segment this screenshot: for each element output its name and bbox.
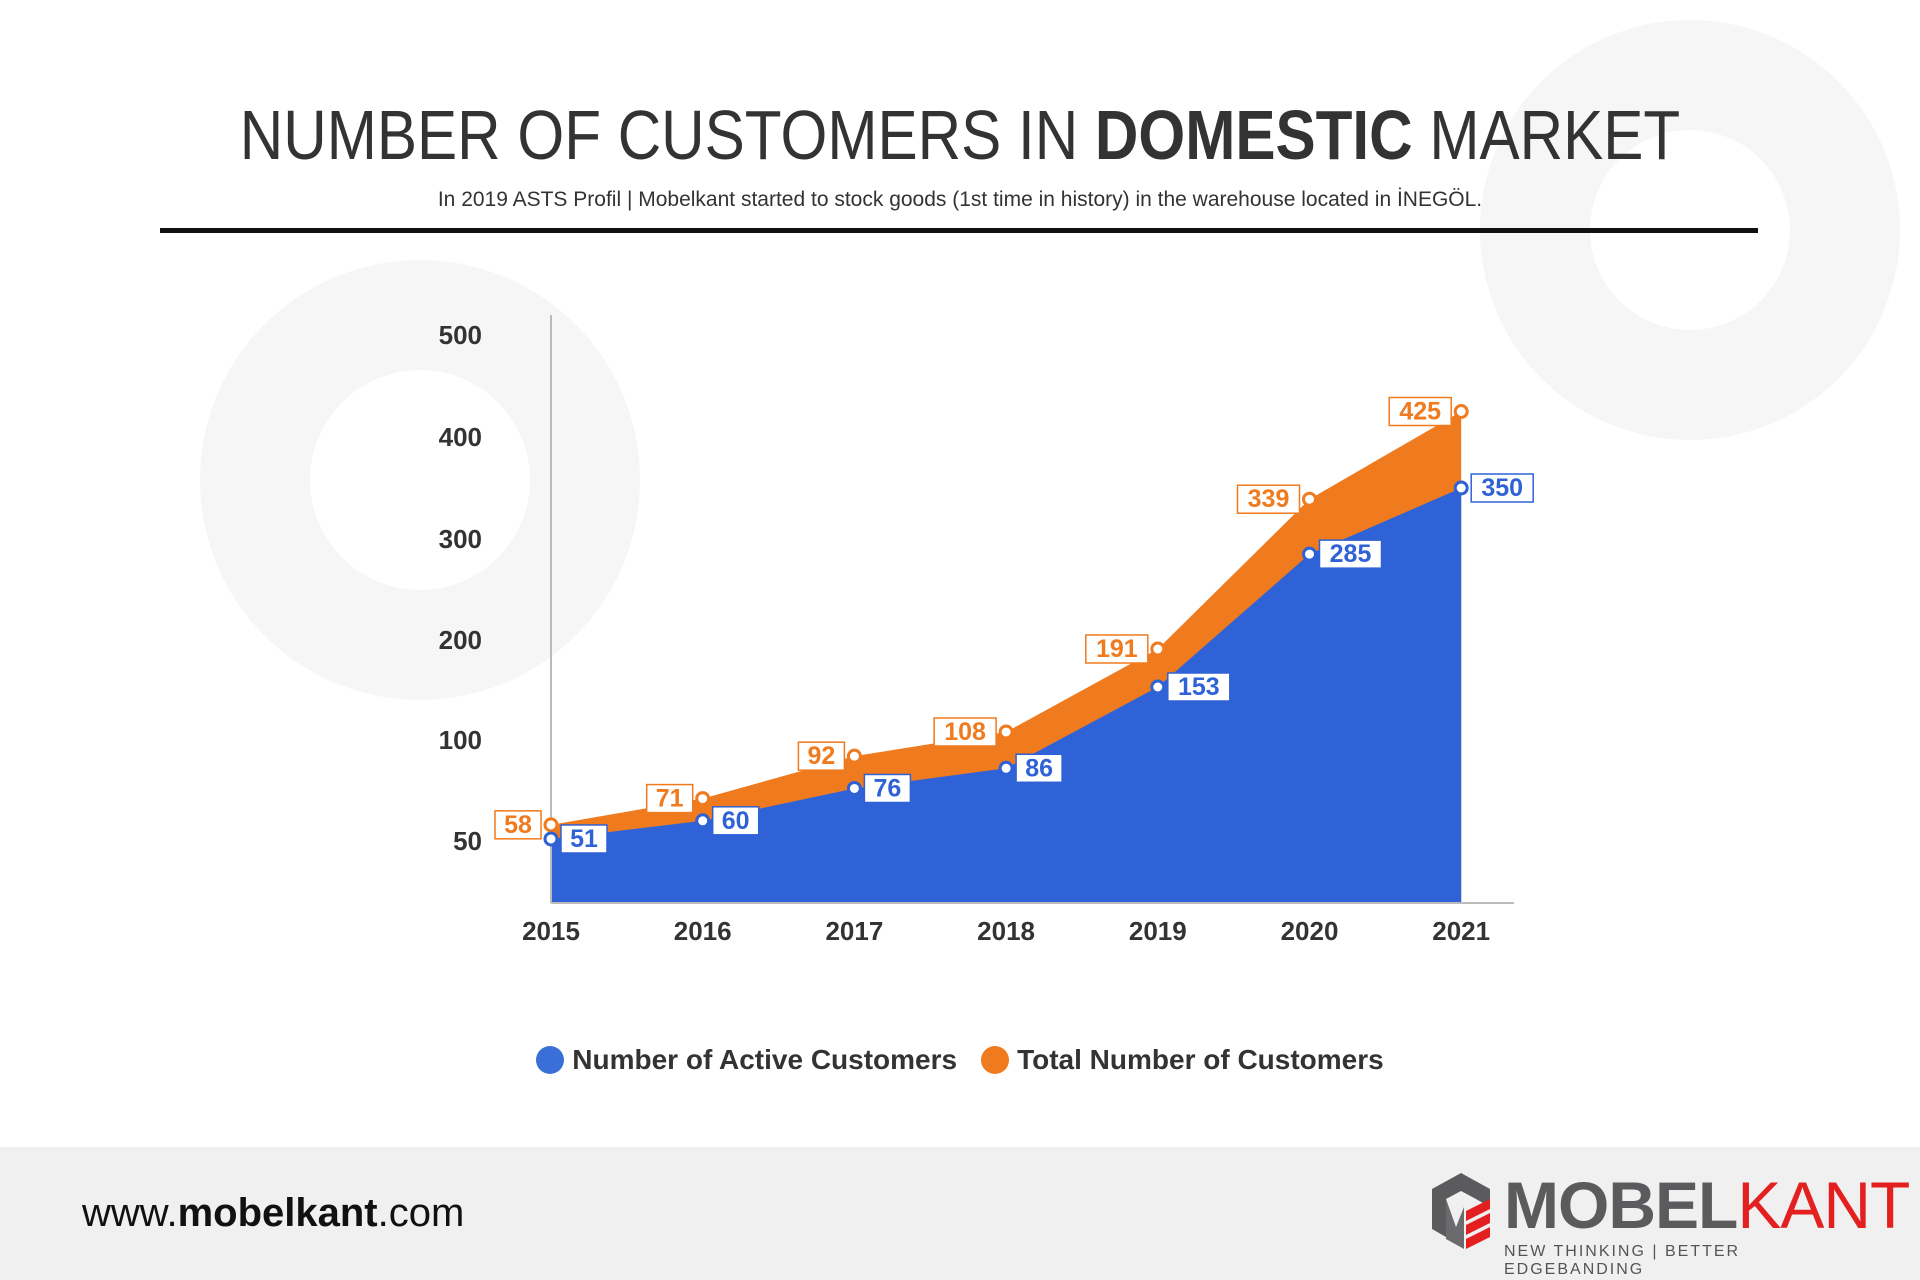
y-tick-label: 400 (439, 422, 482, 452)
url-part: www. (82, 1191, 178, 1235)
legend-item-active: Number of Active Customers (536, 1044, 957, 1076)
url-part: mobelkant (177, 1191, 378, 1235)
data-label-box (863, 773, 912, 804)
website-link[interactable]: www.mobelkant.com (82, 1191, 464, 1236)
tagline: NEW THINKING | BETTER EDGEBANDING (1504, 1243, 1741, 1278)
title-part: NUMBER OF CUSTOMERS IN (239, 96, 1095, 174)
y-tick-label: 500 (439, 320, 482, 350)
x-tick-label: 2020 (1281, 916, 1339, 946)
data-point (846, 780, 862, 796)
data-label: 108 (944, 718, 986, 746)
x-tick-label: 2015 (522, 916, 580, 946)
y-tick-label: 100 (439, 725, 482, 755)
active-area (551, 488, 1462, 903)
data-label: 58 (504, 811, 532, 839)
y-tick-label: 50 (453, 826, 482, 856)
data-label: 191 (1096, 635, 1138, 663)
data-label: 285 (1330, 540, 1372, 568)
legend: Number of Active Customers Total Number … (0, 1044, 1920, 1076)
url-part: .com (377, 1191, 465, 1235)
page-title: NUMBER OF CUSTOMERS IN DOMESTIC MARKET (134, 95, 1785, 175)
data-label-box (1236, 484, 1301, 514)
data-label-box (645, 783, 694, 814)
data-point (1150, 641, 1166, 657)
data-label: 350 (1481, 474, 1523, 502)
data-label: 339 (1248, 485, 1290, 513)
y-tick-label: 200 (439, 625, 482, 655)
x-tick-label: 2019 (1129, 916, 1187, 946)
data-point (1453, 404, 1469, 419)
data-label-box (797, 741, 846, 771)
data-label-box (1388, 396, 1452, 427)
data-label: 71 (656, 785, 684, 813)
x-tick-label: 2016 (674, 916, 732, 946)
legend-label: Total Number of Customers (1017, 1044, 1384, 1075)
data-point (1150, 679, 1166, 695)
data-point (1302, 546, 1317, 562)
data-point (543, 831, 559, 847)
data-label: 76 (873, 774, 901, 802)
subtitle: In 2019 ASTS Profil | Mobelkant started … (437, 188, 1483, 211)
legend-dot (536, 1046, 565, 1074)
data-point (695, 791, 711, 807)
data-label: 92 (807, 742, 835, 770)
x-tick-label: 2018 (977, 916, 1035, 946)
data-label-box (933, 717, 997, 747)
x-tick-label: 2021 (1432, 916, 1490, 946)
data-point (695, 813, 711, 829)
data-label: 153 (1178, 673, 1220, 701)
title-emphasis: DOMESTIC (1094, 96, 1413, 174)
data-label-box (1470, 473, 1534, 503)
brand-name: MOBELKANT (1504, 1167, 1910, 1243)
data-point (998, 760, 1014, 776)
data-point (543, 817, 559, 833)
data-label-box (1318, 539, 1383, 569)
legend-dot (981, 1046, 1010, 1074)
data-label-box (1085, 634, 1149, 664)
y-tick-label: 300 (439, 524, 482, 554)
footer: www.mobelkant.com MOBELKANT NEW THINKING… (0, 1147, 1920, 1280)
data-label-box (494, 810, 542, 840)
title-part: MARKET (1412, 96, 1681, 174)
area-chart: 50 100 200 300 400 500 2015 2016 2017 2018 2019 202… (439, 315, 1534, 946)
data-label: 60 (722, 807, 750, 835)
legend-item-total: Total Number of Customers (981, 1044, 1384, 1076)
data-point (846, 748, 862, 764)
data-label-box (560, 824, 608, 854)
data-label-box (1015, 753, 1063, 784)
data-label: 425 (1399, 398, 1441, 426)
mobelkant-logo: MOBELKANT NEW THINKING | BETTER EDGEBAND… (1420, 1161, 1910, 1278)
data-label-box (711, 806, 760, 836)
divider (160, 228, 1758, 233)
data-label-box (1167, 672, 1231, 702)
data-label: 86 (1025, 754, 1053, 782)
data-point (998, 724, 1014, 740)
data-point (1453, 480, 1469, 496)
legend-label: Number of Active Customers (572, 1044, 958, 1075)
data-label: 51 (570, 825, 598, 853)
logo-cube-icon (1432, 1173, 1490, 1249)
data-point (1302, 491, 1317, 507)
brand-part: MOBEL (1504, 1168, 1738, 1242)
brand-part: KANT (1737, 1168, 1910, 1242)
x-tick-label: 2017 (825, 916, 883, 946)
